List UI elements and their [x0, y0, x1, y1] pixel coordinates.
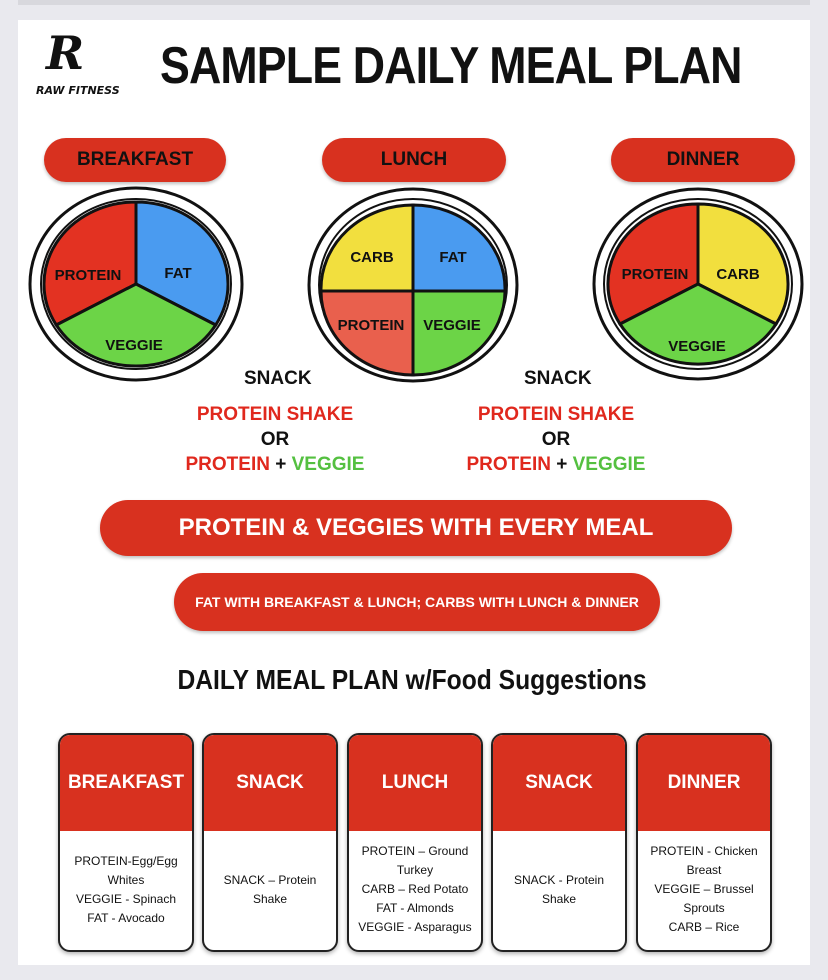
snack-1-heading: SNACK: [244, 368, 312, 389]
snack-2-veggie: VEGGIE: [572, 454, 646, 475]
lunch-fat-label: FAT: [439, 249, 466, 266]
snack-1-heading-wrap: SNACK: [244, 366, 312, 391]
card-lunch: LUNCH PROTEIN – Ground Turkey CARB – Red…: [347, 733, 483, 952]
snack-2-combo: PROTEIN + VEGGIE: [436, 452, 676, 477]
snack-1-veggie: VEGGIE: [291, 454, 365, 475]
card-snack-2-title: SNACK: [493, 735, 625, 831]
card-lunch-line: VEGGIE - Asparagus: [358, 920, 472, 934]
card-lunch-title: LUNCH: [349, 735, 481, 831]
suggestions-title: DAILY MEAL PLAN w/Food Suggestions: [177, 664, 647, 695]
main-rule-banner: PROTEIN & VEGGIES WITH EVERY MEAL: [100, 500, 732, 556]
page-title: SAMPLE DAILY MEAL PLAN: [160, 37, 742, 95]
dinner-carb-label: CARB: [716, 266, 759, 283]
lunch-protein-slice: [319, 289, 415, 377]
snack-2-heading-wrap: SNACK: [524, 366, 592, 391]
lunch-plate: CARB FAT PROTEIN VEGGIE: [307, 187, 519, 383]
lunch-carb-label: CARB: [350, 249, 393, 266]
lunch-veggie-label: VEGGIE: [423, 317, 481, 334]
card-snack-2-body: SNACK - Protein Shake: [493, 831, 625, 948]
card-dinner-body: PROTEIN - Chicken Breast VEGGIE – Brusse…: [638, 831, 770, 948]
card-lunch-line: Turkey: [396, 863, 434, 877]
card-dinner-line: VEGGIE – Brussel: [654, 882, 754, 896]
card-dinner-title: DINNER: [638, 735, 770, 831]
logo-text: RAW FITNESS: [36, 84, 120, 97]
dinner-pill: DINNER: [611, 138, 795, 182]
card-lunch-line: CARB – Red Potato: [361, 882, 469, 896]
card-dinner-line: CARB – Rice: [668, 920, 740, 934]
breakfast-fat-label: FAT: [164, 265, 191, 282]
card-dinner: DINNER PROTEIN - Chicken Breast VEGGIE –…: [636, 733, 772, 952]
lunch-protein-label: PROTEIN: [338, 317, 405, 334]
logo-letter: R: [46, 26, 85, 80]
card-lunch-line: FAT - Almonds: [376, 901, 454, 915]
card-snack-1-line: SNACK – Protein Shake: [223, 872, 317, 906]
breakfast-protein-label: PROTEIN: [55, 267, 122, 284]
card-dinner-line: Sprouts: [683, 901, 725, 915]
card-dinner-line: PROTEIN - Chicken: [650, 844, 758, 858]
card-snack-2-line: SNACK - Protein Shake: [513, 872, 605, 906]
card-breakfast: BREAKFAST PROTEIN-Egg/Egg Whites VEGGIE …: [58, 733, 194, 952]
snack-2-heading: SNACK: [524, 368, 592, 389]
breakfast-veggie-label: VEGGIE: [105, 337, 163, 354]
snack-2-plus: +: [556, 454, 568, 475]
card-breakfast-line: FAT - Avocado: [87, 910, 165, 925]
breakfast-plate: PROTEIN FAT VEGGIE: [28, 186, 244, 382]
dinner-veggie-slice: [617, 282, 779, 366]
snack-1-plus: +: [275, 454, 287, 475]
lunch-carb-slice: [319, 203, 415, 293]
card-snack-2: SNACK SNACK - Protein Shake: [491, 733, 627, 952]
card-breakfast-line: VEGGIE - Spinach: [75, 891, 177, 906]
snack-2-or: OR: [541, 429, 571, 450]
card-breakfast-body: PROTEIN-Egg/Egg Whites VEGGIE - Spinach …: [60, 831, 192, 948]
card-breakfast-line: PROTEIN-Egg/Egg: [74, 853, 178, 868]
dinner-veggie-label: VEGGIE: [668, 338, 726, 355]
card-breakfast-line: Whites: [107, 872, 145, 887]
card-snack-1-title: SNACK: [204, 735, 336, 831]
card-snack-1: SNACK SNACK – Protein Shake: [202, 733, 338, 952]
dinner-plate: PROTEIN CARB VEGGIE: [592, 187, 804, 381]
breakfast-pill: BREAKFAST: [44, 138, 226, 182]
dinner-protein-label: PROTEIN: [622, 266, 689, 283]
snack-1-combo: PROTEIN + VEGGIE: [155, 452, 395, 477]
card-snack-1-body: SNACK – Protein Shake: [204, 831, 336, 948]
page-top-edge: [18, 0, 810, 5]
lunch-fat-slice: [411, 203, 507, 293]
lunch-veggie-slice: [411, 289, 507, 377]
snack-2-shake: PROTEIN SHAKE: [477, 404, 635, 425]
secondary-rule-banner: FAT WITH BREAKFAST & LUNCH; CARBS WITH L…: [174, 573, 660, 631]
card-breakfast-title: BREAKFAST: [60, 735, 192, 831]
lunch-pill: LUNCH: [322, 138, 506, 182]
card-dinner-line: Breast: [686, 863, 722, 877]
snack-1-protein: PROTEIN: [185, 454, 270, 475]
breakfast-veggie-slice: [54, 282, 218, 368]
snack-1-options: PROTEIN SHAKE OR PROTEIN + VEGGIE: [155, 402, 395, 477]
snack-2-options: PROTEIN SHAKE OR PROTEIN + VEGGIE: [436, 402, 676, 477]
card-lunch-line: PROTEIN – Ground: [361, 844, 469, 858]
snack-1-or: OR: [260, 429, 290, 450]
snack-1-shake: PROTEIN SHAKE: [196, 404, 354, 425]
card-lunch-body: PROTEIN – Ground Turkey CARB – Red Potat…: [349, 831, 481, 948]
snack-2-protein: PROTEIN: [466, 454, 551, 475]
